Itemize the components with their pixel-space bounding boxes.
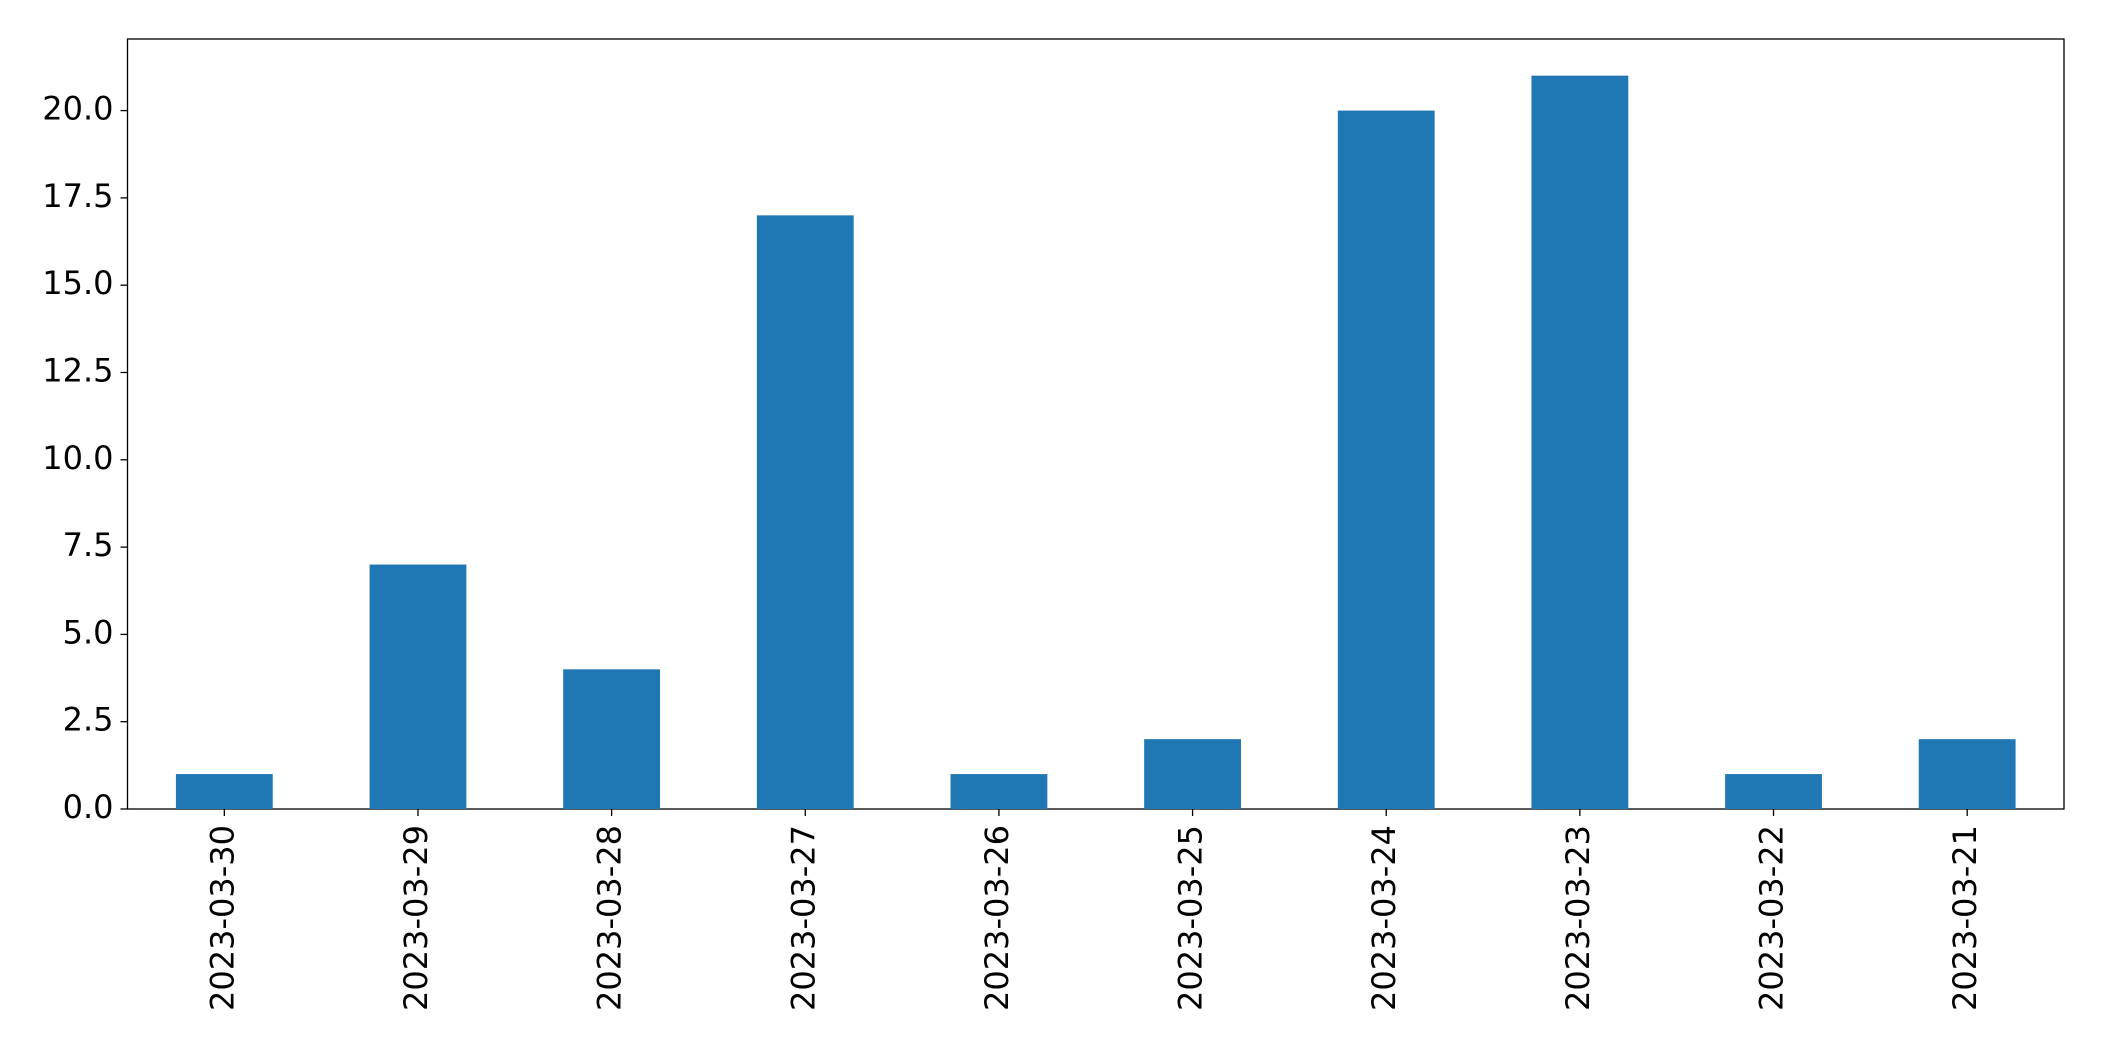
x-tick-label: 2023-03-22 — [1753, 825, 1791, 1011]
bar — [1918, 739, 2016, 809]
x-tick-label: 2023-03-21 — [1946, 825, 1984, 1011]
bar — [175, 774, 273, 809]
x-tick-label: 2023-03-30 — [203, 825, 241, 1011]
x-tick-label: 2023-03-27 — [784, 825, 822, 1011]
y-tick-label: 2.5 — [63, 701, 114, 739]
y-tick-label: 0.0 — [63, 788, 114, 826]
x-tick-label: 2023-03-23 — [1559, 825, 1597, 1011]
x-tick-label: 2023-03-24 — [1365, 825, 1403, 1011]
y-tick-label: 7.5 — [63, 526, 114, 564]
bar — [950, 774, 1048, 809]
bar — [563, 669, 661, 809]
y-tick-label: 20.0 — [42, 90, 113, 128]
x-tick-label: 2023-03-25 — [1172, 825, 1210, 1011]
bar — [1144, 739, 1241, 809]
x-tick-label: 2023-03-28 — [591, 825, 629, 1011]
bar — [1531, 75, 1629, 809]
plot-frame — [126, 38, 2065, 810]
y-tick-label: 12.5 — [42, 351, 113, 389]
x-tick-label: 2023-03-29 — [397, 825, 435, 1011]
bar — [756, 215, 854, 809]
y-tick-label: 17.5 — [42, 177, 113, 215]
y-tick-label: 15.0 — [42, 264, 113, 302]
bar — [369, 564, 467, 809]
bar — [1337, 110, 1435, 810]
y-tick-label: 5.0 — [63, 613, 114, 651]
bar — [1725, 774, 1822, 809]
x-tick-label: 2023-03-26 — [978, 825, 1016, 1011]
y-tick-label: 10.0 — [42, 439, 113, 477]
